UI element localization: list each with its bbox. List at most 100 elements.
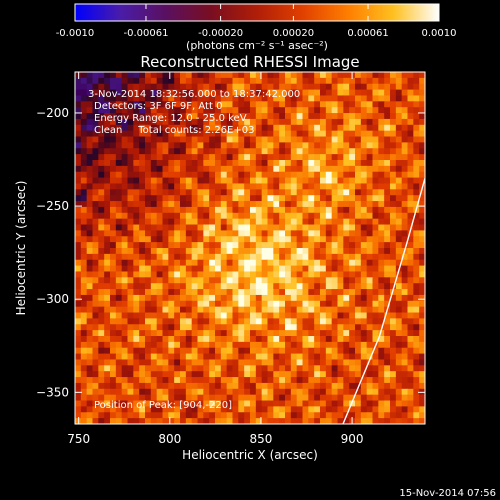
- heatmap-cell: [75, 324, 82, 331]
- heatmap-cell: [419, 382, 425, 390]
- heatmap-cell: [395, 271, 403, 278]
- heatmap-cell: [127, 101, 134, 108]
- heatmap-cell: [209, 294, 216, 302]
- heatmap-cell: [267, 230, 274, 237]
- heatmap-cell: [378, 124, 385, 132]
- heatmap-cell: [174, 171, 181, 179]
- heatmap-cell: [75, 83, 82, 91]
- heatmap-cell: [191, 171, 199, 179]
- heatmap-cell: [98, 113, 105, 120]
- heatmap-cell: [80, 306, 88, 314]
- heatmap-cell: [174, 412, 181, 419]
- heatmap-cell: [232, 253, 239, 261]
- heatmap-cell: [80, 77, 88, 85]
- heatmap-cell: [413, 72, 420, 79]
- heatmap-cell: [168, 248, 175, 255]
- heatmap-cell: [401, 177, 409, 185]
- heatmap-cell: [180, 101, 187, 108]
- heatmap-cell: [121, 89, 129, 97]
- heatmap-cell: [267, 148, 274, 155]
- heatmap-cell: [250, 300, 257, 308]
- heatmap-cell: [302, 359, 309, 366]
- heatmap-cell: [273, 353, 280, 361]
- heatmap-cell: [110, 77, 117, 85]
- heatmap-cell: [127, 318, 134, 325]
- heatmap-cell: [343, 259, 350, 267]
- heatmap-cell: [150, 236, 158, 243]
- heatmap-cell: [145, 412, 152, 419]
- heatmap-cell: [133, 113, 140, 120]
- heatmap-cell: [273, 418, 280, 424]
- heatmap-cell: [337, 377, 344, 384]
- heatmap-cell: [162, 347, 169, 355]
- heatmap-cell: [133, 371, 140, 378]
- heatmap-cell: [104, 277, 111, 284]
- heatmap-cell: [366, 177, 374, 185]
- heatmap-cell: [355, 136, 362, 143]
- heatmap-cell: [244, 130, 251, 138]
- heatmap-cell: [273, 165, 280, 173]
- heatmap-cell: [110, 294, 117, 302]
- heatmap-cell: [413, 218, 420, 226]
- heatmap-cell: [75, 283, 82, 290]
- heatmap-cell: [395, 160, 403, 167]
- heatmap-cell: [360, 277, 368, 284]
- heatmap-cell: [378, 306, 385, 314]
- heatmap-cell: [366, 77, 374, 85]
- heatmap-cell: [250, 312, 257, 319]
- heatmap-cell: [220, 318, 228, 325]
- heatmap-cell: [343, 160, 350, 167]
- heatmap-cell: [191, 418, 199, 424]
- heatmap-cell: [290, 359, 298, 366]
- heatmap-cell: [226, 406, 234, 413]
- heatmap-cell: [401, 289, 409, 296]
- heatmap-cell: [127, 277, 134, 284]
- heatmap-cell: [267, 95, 274, 102]
- heatmap-cell: [215, 283, 222, 290]
- heatmap-cell: [279, 130, 286, 138]
- heatmap-cell: [180, 359, 187, 366]
- heatmap-cell: [401, 124, 409, 132]
- heatmap-cell: [226, 242, 234, 249]
- heatmap-cell: [279, 394, 286, 402]
- heatmap-cell: [244, 165, 251, 173]
- heatmap-cell: [401, 271, 409, 278]
- heatmap-cell: [80, 165, 88, 173]
- heatmap-cell: [331, 195, 339, 202]
- heatmap-cell: [145, 318, 152, 325]
- heatmap-cell: [209, 365, 216, 372]
- heatmap-cell: [209, 118, 216, 126]
- heatmap-cell: [232, 312, 239, 319]
- heatmap-cell: [133, 136, 140, 143]
- heatmap-cell: [139, 130, 146, 138]
- heatmap-cell: [290, 265, 298, 273]
- heatmap-cell: [413, 277, 420, 284]
- heatmap-cell: [279, 183, 286, 190]
- heatmap-cell: [185, 377, 193, 384]
- heatmap-cell: [168, 394, 175, 402]
- heatmap-cell: [127, 382, 134, 390]
- heatmap-cell: [86, 336, 94, 343]
- heatmap-cell: [174, 371, 181, 378]
- heatmap-cell: [384, 406, 391, 413]
- heatmap-cell: [191, 330, 199, 337]
- heatmap-cell: [232, 248, 239, 255]
- heatmap-cell: [325, 341, 333, 349]
- heatmap-cell: [133, 218, 140, 226]
- heatmap-cell: [343, 341, 350, 349]
- heatmap-cell: [343, 382, 350, 390]
- heatmap-cell: [407, 113, 414, 120]
- heatmap-cell: [331, 341, 339, 349]
- heatmap-cell: [121, 253, 129, 261]
- heatmap-cell: [308, 359, 315, 366]
- heatmap-cell: [197, 253, 204, 261]
- heatmap-cell: [325, 347, 333, 355]
- heatmap-cell: [325, 148, 333, 155]
- heatmap-cell: [296, 259, 304, 267]
- heatmap-cell: [360, 160, 368, 167]
- heatmap-cell: [244, 341, 251, 349]
- heatmap-cell: [337, 206, 344, 214]
- heatmap-cell: [407, 306, 414, 314]
- heatmap-cell: [98, 265, 105, 273]
- heatmap-cell: [133, 259, 140, 267]
